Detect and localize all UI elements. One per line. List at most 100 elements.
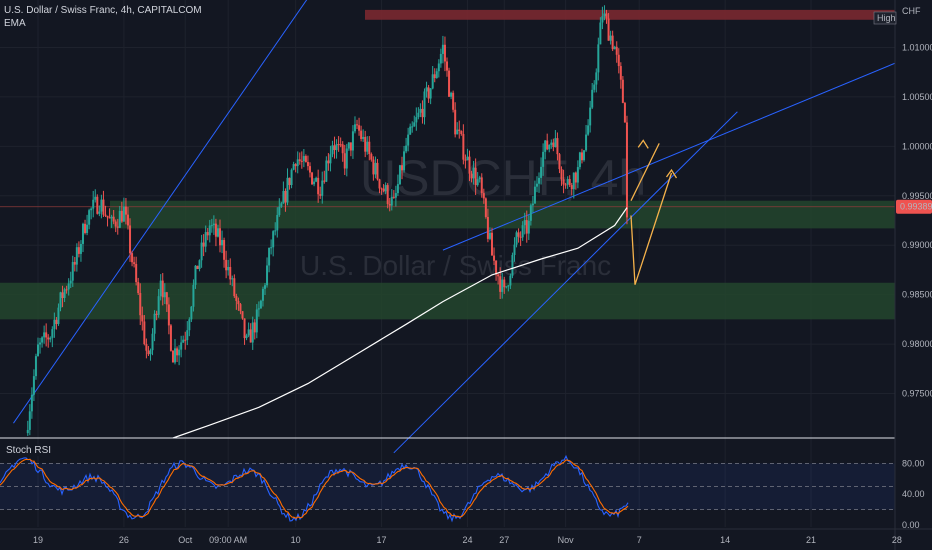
candle-body <box>538 177 541 184</box>
candle-body <box>353 124 356 132</box>
candle-body <box>572 172 575 190</box>
candle-body <box>544 140 547 152</box>
candle-body <box>49 337 52 340</box>
candle-body <box>237 300 240 305</box>
candle-body <box>341 144 344 154</box>
candle-body <box>270 247 273 249</box>
candle-body <box>466 156 469 161</box>
candle-body <box>81 223 84 244</box>
candle-body <box>147 350 150 355</box>
candle-body <box>304 156 307 162</box>
candle-body <box>358 125 361 131</box>
candle-body <box>253 322 256 333</box>
candle-body <box>32 376 35 395</box>
candle-body <box>141 315 144 322</box>
candle-body <box>585 134 588 151</box>
candle-body <box>100 199 103 212</box>
candle-body <box>63 289 66 299</box>
time-tick-label: 21 <box>806 535 816 545</box>
candle-body <box>61 292 64 299</box>
candle-body <box>282 190 285 204</box>
time-tick-label: Nov <box>558 535 575 545</box>
candle-body <box>462 133 465 160</box>
candle-body <box>583 150 586 161</box>
candle-body <box>219 228 222 246</box>
candle-body <box>499 276 502 292</box>
candle-body <box>362 136 365 139</box>
candle-body <box>597 44 600 73</box>
candle-body <box>576 167 579 183</box>
candle-body <box>288 177 291 186</box>
candle-body <box>26 429 29 434</box>
candle-body <box>380 188 383 190</box>
candle-body <box>613 46 616 50</box>
watermark-symbol: USDCHF, 4h <box>360 150 646 206</box>
price-tick-label: 1.00500 <box>902 92 932 102</box>
symbol-title: U.S. Dollar / Swiss Franc, 4h, CAPITALCO… <box>4 5 202 16</box>
candle-body <box>611 35 614 50</box>
candle-body <box>368 141 371 155</box>
candle-body <box>65 289 68 291</box>
candle-body <box>137 282 140 294</box>
candle-body <box>184 339 187 341</box>
candle-body <box>124 206 127 215</box>
candle-body <box>165 292 168 305</box>
candle-body <box>51 329 54 338</box>
candle-body <box>329 154 332 164</box>
candle-body <box>495 260 498 275</box>
candle-body <box>274 230 277 232</box>
support-zone <box>0 282 895 320</box>
candle-body <box>233 278 236 297</box>
candle-body <box>327 160 330 164</box>
candle-body <box>241 311 244 319</box>
indicator-label: EMA <box>4 18 26 29</box>
candle-body <box>325 160 328 182</box>
candle-body <box>188 319 191 331</box>
candle-body <box>34 356 37 377</box>
candle-body <box>212 223 215 226</box>
candle-body <box>456 129 459 135</box>
candle-body <box>206 232 209 236</box>
candle-body <box>509 275 512 286</box>
candle-body <box>139 293 142 316</box>
candle-body <box>401 165 404 171</box>
candle-body <box>53 319 56 330</box>
candle-body <box>55 319 58 325</box>
stoch-tick-label: 0.00 <box>902 520 920 530</box>
candle-body <box>407 134 410 146</box>
candles <box>26 5 628 436</box>
candle-body <box>180 342 183 350</box>
candle-body <box>392 196 395 198</box>
candle-body <box>458 129 461 132</box>
candle-body <box>319 194 322 196</box>
time-tick-label: 24 <box>462 535 472 545</box>
candle-body <box>419 108 422 113</box>
candle-body <box>591 89 594 108</box>
candle-body <box>225 259 228 271</box>
candle-body <box>429 88 432 99</box>
candle-body <box>376 162 379 180</box>
candle-body <box>135 263 138 283</box>
candle-body <box>98 211 101 214</box>
candle-body <box>615 46 618 55</box>
candle-body <box>239 304 242 312</box>
candle-body <box>574 172 577 183</box>
candle-body <box>589 107 592 126</box>
time-tick-label: 27 <box>499 535 509 545</box>
candle-body <box>425 87 428 92</box>
candle-body <box>552 142 555 148</box>
price-tick-label: 0.99500 <box>902 191 932 201</box>
candle-body <box>433 74 436 79</box>
candle-body <box>607 18 610 41</box>
candle-body <box>413 122 416 127</box>
candle-body <box>337 144 340 146</box>
candle-body <box>609 35 612 41</box>
candle-body <box>390 196 393 206</box>
candle-body <box>570 185 573 190</box>
candle-body <box>542 151 545 167</box>
time-tick-label: 19 <box>33 535 43 545</box>
price-tick-label: 1.01000 <box>902 42 932 52</box>
candle-body <box>257 308 260 310</box>
candle-body <box>531 203 534 206</box>
